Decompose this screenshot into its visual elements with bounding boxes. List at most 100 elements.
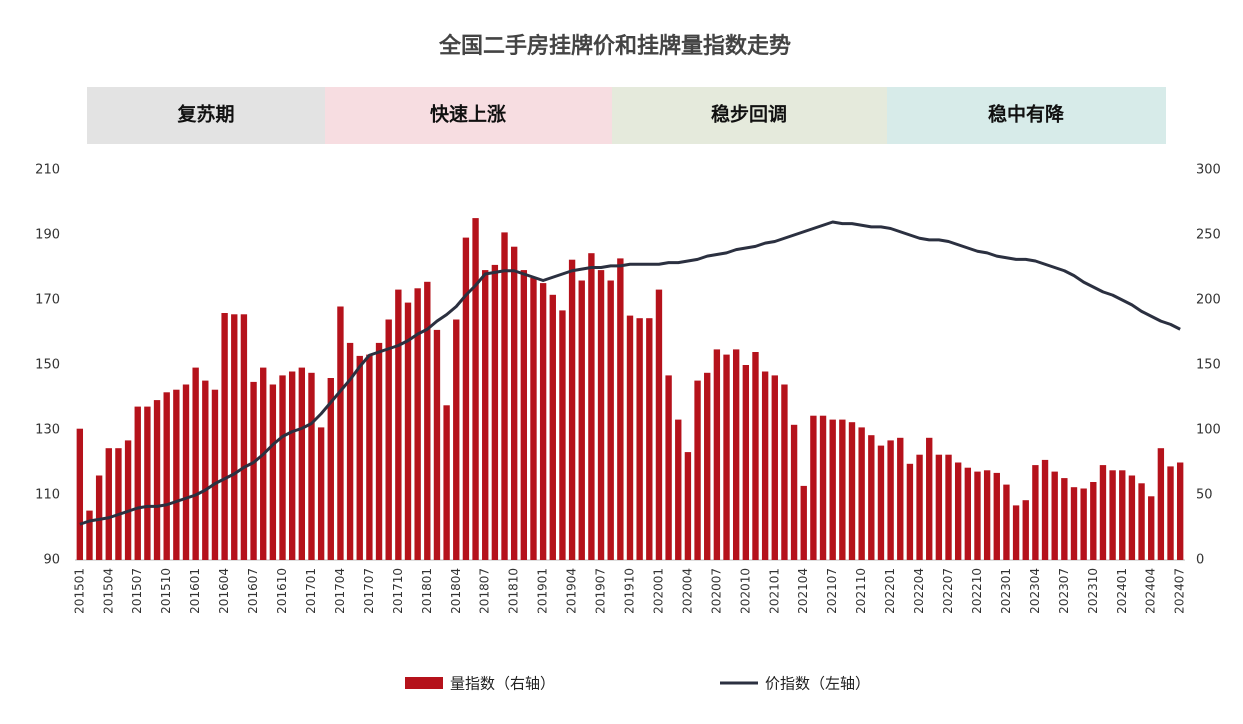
- bar: [1128, 475, 1136, 560]
- x-tick-label: 201504: [101, 568, 115, 614]
- bar: [1061, 478, 1068, 560]
- bar: [935, 454, 943, 560]
- x-tick-label: 201810: [507, 568, 521, 614]
- y2-tick-label: 0: [1196, 553, 1204, 568]
- x-tick-label: 202104: [796, 568, 810, 614]
- bar: [317, 427, 325, 560]
- x-tick-label: 201701: [304, 568, 318, 614]
- bar: [964, 467, 972, 560]
- bar: [810, 415, 817, 560]
- bar: [800, 485, 807, 560]
- y-tick-label: 170: [35, 293, 60, 308]
- bar: [115, 448, 122, 560]
- x-tick-label: 201907: [594, 568, 608, 614]
- x-tick-label: 201910: [623, 568, 637, 614]
- bar: [1080, 488, 1087, 560]
- bar: [385, 319, 392, 560]
- bar: [742, 365, 750, 560]
- bar: [781, 384, 788, 560]
- x-tick-label: 201704: [333, 568, 347, 614]
- x-tick-label: 202307: [1057, 568, 1071, 614]
- x-tick-label: 202004: [680, 568, 694, 614]
- bar: [636, 318, 643, 560]
- x-tick-label: 202407: [1173, 568, 1187, 614]
- bar: [954, 462, 962, 560]
- bar: [202, 380, 209, 560]
- bar: [288, 371, 296, 560]
- bar: [482, 270, 489, 560]
- bar: [250, 381, 257, 560]
- x-tick-label: 202110: [854, 568, 868, 614]
- x-tick-label: 202310: [1086, 568, 1100, 614]
- bar: [1032, 465, 1039, 560]
- y2-tick-label: 50: [1196, 488, 1213, 503]
- bar: [568, 259, 576, 560]
- x-tick-label: 201610: [275, 568, 289, 614]
- bar: [1099, 465, 1107, 560]
- bar: [858, 427, 865, 560]
- bar: [684, 452, 692, 560]
- bar: [694, 380, 701, 560]
- bar: [221, 313, 228, 560]
- bar: [607, 280, 614, 560]
- phase-band: [887, 87, 1166, 144]
- bar: [1119, 470, 1126, 560]
- bar: [1176, 462, 1184, 560]
- bar: [308, 372, 315, 560]
- bar: [906, 463, 914, 560]
- x-tick-label: 202101: [767, 568, 781, 614]
- legend-swatch: [405, 677, 443, 689]
- bar: [124, 440, 132, 560]
- bar: [868, 435, 875, 560]
- x-tick-label: 202107: [825, 568, 839, 614]
- bar: [819, 415, 827, 560]
- bar: [510, 246, 518, 560]
- bar: [530, 277, 537, 560]
- bar: [153, 400, 161, 560]
- phase-label: 复苏期: [176, 103, 234, 126]
- bar: [839, 419, 846, 560]
- y-tick-label: 150: [35, 358, 60, 373]
- bar: [76, 428, 84, 560]
- bar: [646, 318, 653, 560]
- bar: [916, 454, 923, 560]
- phase-label: 稳步回调: [711, 103, 787, 126]
- bar: [414, 288, 421, 560]
- bar: [1070, 487, 1078, 560]
- x-tick-label: 201901: [536, 568, 550, 614]
- bar: [1167, 466, 1174, 560]
- x-tick-label: 202204: [912, 568, 926, 614]
- bar: [732, 349, 740, 560]
- bar: [86, 510, 93, 560]
- y2-tick-label: 150: [1196, 358, 1221, 373]
- y2-tick-label: 300: [1196, 163, 1221, 178]
- x-tick-label: 201807: [478, 568, 492, 614]
- phase-band: [87, 87, 325, 144]
- x-tick-label: 201707: [362, 568, 376, 614]
- bar: [617, 258, 624, 560]
- bar: [549, 294, 556, 560]
- bar: [433, 329, 441, 560]
- bar: [260, 367, 267, 560]
- bar: [520, 270, 528, 560]
- bar: [877, 445, 885, 560]
- x-tick-label: 201804: [449, 568, 463, 614]
- y-tick-label: 210: [35, 163, 60, 178]
- bar: [655, 289, 663, 560]
- x-tick-label: 201801: [420, 568, 434, 614]
- x-tick-label: 202404: [1144, 568, 1158, 614]
- bar: [829, 419, 836, 560]
- x-tick-label: 202401: [1115, 568, 1129, 614]
- bar: [501, 232, 508, 560]
- x-tick-label: 202210: [970, 568, 984, 614]
- y2-tick-label: 100: [1196, 423, 1221, 438]
- bar: [1051, 471, 1058, 560]
- x-tick-label: 201507: [130, 568, 144, 614]
- y-tick-label: 110: [35, 488, 60, 503]
- x-tick-label: 202207: [941, 568, 955, 614]
- bar: [1157, 448, 1165, 560]
- bar: [752, 352, 759, 560]
- bar: [182, 384, 190, 560]
- bar: [790, 424, 798, 560]
